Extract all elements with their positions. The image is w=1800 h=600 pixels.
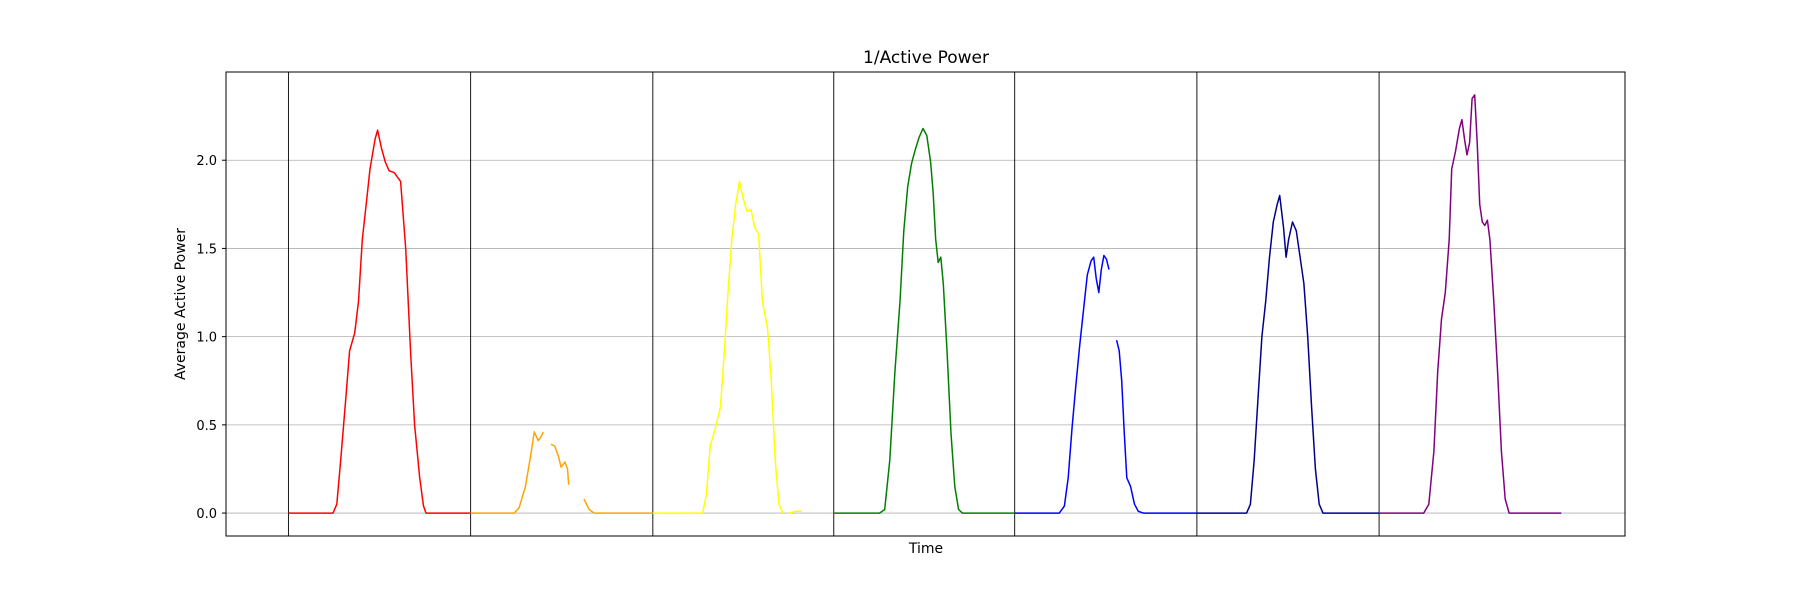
chart-title: 1/Active Power: [863, 48, 989, 68]
series-line-6: [1196, 194, 1380, 514]
series-line-5: [1014, 254, 1110, 514]
y-tick-label: 0.0: [196, 507, 217, 522]
grid-lines: [226, 159, 1625, 514]
y-tick-label: 0.5: [196, 419, 217, 434]
series-line-7: [1379, 94, 1562, 514]
series-line-3: [788, 510, 802, 514]
y-tick-label: 1.5: [196, 242, 217, 257]
y-axis-label: Average Active Power: [173, 228, 189, 380]
y-tick-label: 2.0: [196, 154, 217, 169]
day-separators: [287, 72, 1380, 536]
y-tick-label: 1.0: [196, 331, 217, 346]
series-line-2: [550, 443, 570, 485]
series-line-2: [583, 498, 653, 514]
series-line-1: [288, 129, 471, 514]
series-line-2: [470, 431, 544, 514]
series-line-5: [1115, 340, 1197, 514]
series-line-3: [652, 180, 784, 514]
x-axis-label: Time: [908, 541, 943, 557]
series-line-4: [833, 127, 1015, 514]
series-group: [288, 94, 1562, 514]
y-axis-ticks: 0.0 0.5 1.0 1.5 2.0: [196, 154, 226, 522]
plot-frame: [225, 71, 1626, 537]
